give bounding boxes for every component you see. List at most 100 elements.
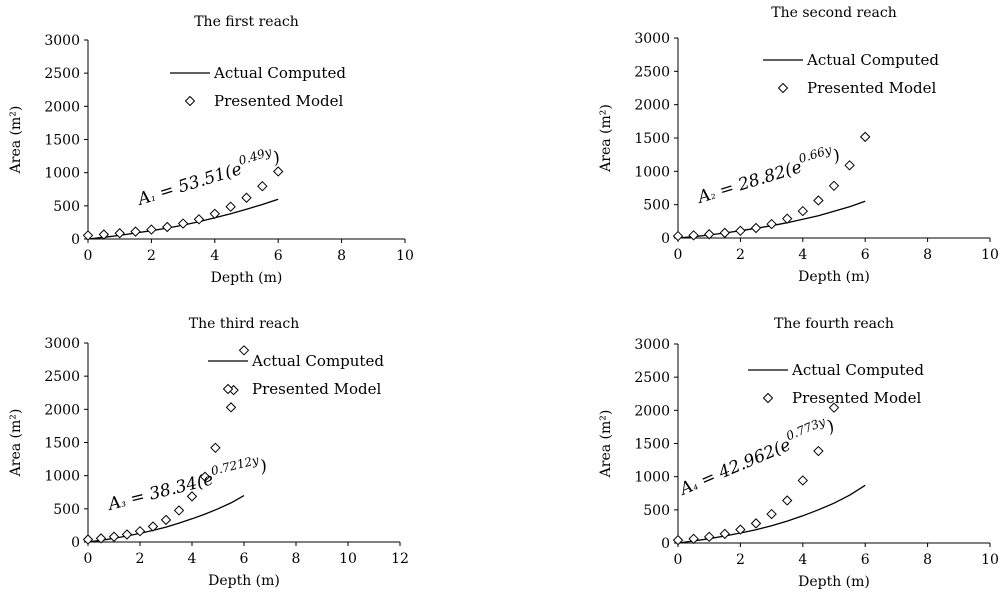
chart-panel-2: The second reach 0 500 1000 1500 2000 2500 3000… [598,5,999,285]
presented-model-point [238,345,250,356]
y-tick-label: 500 [53,199,80,215]
x-tick-label: 8 [923,552,932,568]
presented-model-point [750,222,762,234]
presented-model-point [177,218,189,229]
y-tick-label: 1000 [44,166,80,182]
presented-model-point [95,533,107,544]
chart-title: The third reach [189,316,300,332]
x-tick-label: 6 [274,248,283,264]
y-tick-label: 0 [71,535,80,551]
presented-model-point [257,180,268,192]
x-axis-label: Depth (m) [798,269,870,285]
x-tick-label: 2 [147,248,156,264]
presented-model-point [781,495,793,506]
x-tick-label: 2 [136,551,145,567]
legend-label-actual: Actual Computed [806,51,939,69]
presented-model-point [146,224,157,235]
presented-model-point [703,531,715,543]
legend-diamond-swatch [777,82,789,94]
presented-model-point [797,475,809,486]
presented-model-point [688,533,699,545]
legend-label-actual: Actual Computed [213,64,346,82]
y-axis-label: Area (m²) [8,409,24,478]
presented-model-point [193,214,205,225]
y-tick-label: 1500 [44,133,80,149]
chart-title: The first reach [194,14,299,30]
presented-model-point [82,230,94,241]
x-tick-label: 2 [736,552,745,568]
legend-label-model: Presented Model [792,389,922,407]
y-tick-label: 3000 [44,336,80,352]
x-tick-label: 10 [396,248,414,264]
x-axis-label: Depth (m) [208,573,280,589]
x-tick-label: 4 [798,247,807,263]
y-tick-label: 1500 [634,437,670,453]
y-tick-label: 2000 [44,99,80,115]
presented-model-point [108,531,120,542]
x-tick-label: 0 [84,551,93,567]
presented-model-point [828,402,840,413]
y-tick-label: 500 [53,502,80,518]
y-tick-label: 3000 [634,337,670,353]
presented-model-point [719,227,731,239]
legend-label-model: Presented Model [252,380,382,398]
y-tick-label: 0 [661,231,670,247]
model-equation: A₄ = 42.962(e0.773y) [673,412,838,501]
x-tick-label: 8 [923,247,932,263]
x-tick-label: 0 [674,552,683,568]
legend-label-model: Presented Model [214,92,344,110]
presented-model-point [147,521,159,532]
y-tick-label: 0 [71,232,80,248]
x-tick-label: 6 [861,552,870,568]
x-tick-label: 4 [798,552,807,568]
presented-model-point [199,471,211,482]
y-tick-label: 1500 [44,436,80,452]
x-tick-label: 10 [339,551,357,567]
presented-model-point [766,508,777,520]
y-tick-label: 2000 [634,403,670,419]
presented-model-point [735,524,746,535]
y-tick-label: 500 [643,198,670,214]
presented-model-point [766,218,777,230]
x-tick-label: 8 [292,551,301,567]
legend-diamond-swatch [184,95,196,107]
y-tick-label: 1000 [634,164,670,180]
presented-model-point [781,213,793,224]
model-equation: A₃ = 38.34(e0.7212y) [103,451,269,515]
presented-model-point [162,221,173,233]
presented-model-point [241,192,252,203]
presented-model-point [210,442,221,454]
y-tick-label: 3000 [44,33,80,49]
chart-panel-1: The first reach 0 500 1000 1500 2000 2500 3000 0… [8,14,414,286]
y-tick-label: 3000 [634,31,670,47]
y-tick-label: 2500 [44,66,80,82]
legend-label-actual: Actual Computed [251,352,384,370]
presented-model-point [750,518,762,529]
presented-model-point [703,229,715,240]
x-tick-label: 10 [981,552,999,568]
x-tick-label: 4 [188,551,197,567]
presented-model-point [98,229,110,240]
x-tick-label: 0 [674,247,683,263]
presented-model-point [130,226,141,237]
x-axis-label: Depth (m) [798,574,870,590]
legend-diamond-swatch [762,392,774,404]
presented-model-point [82,534,94,545]
presented-model-point [114,228,125,239]
chart-panel-4: The fourth reach 0 500 1000 1500 2000 2500 3000… [598,316,999,590]
y-tick-label: 1000 [44,469,80,485]
chart-panel-3: The third reach 0 500 1000 1500 2000 2500 3000 0… [8,316,409,589]
presented-model-point [272,166,284,177]
presented-model-point [813,195,824,206]
x-tick-label: 0 [84,248,93,264]
x-tick-label: 12 [391,551,409,567]
presented-model-point [225,201,236,212]
presented-model-point [688,230,699,241]
y-tick-label: 500 [643,503,670,519]
x-tick-label: 4 [210,248,219,264]
presented-model-point [672,534,684,546]
y-axis-label: Area (m²) [8,106,24,175]
legend-label-actual: Actual Computed [791,361,924,379]
presented-model-point [160,514,172,526]
